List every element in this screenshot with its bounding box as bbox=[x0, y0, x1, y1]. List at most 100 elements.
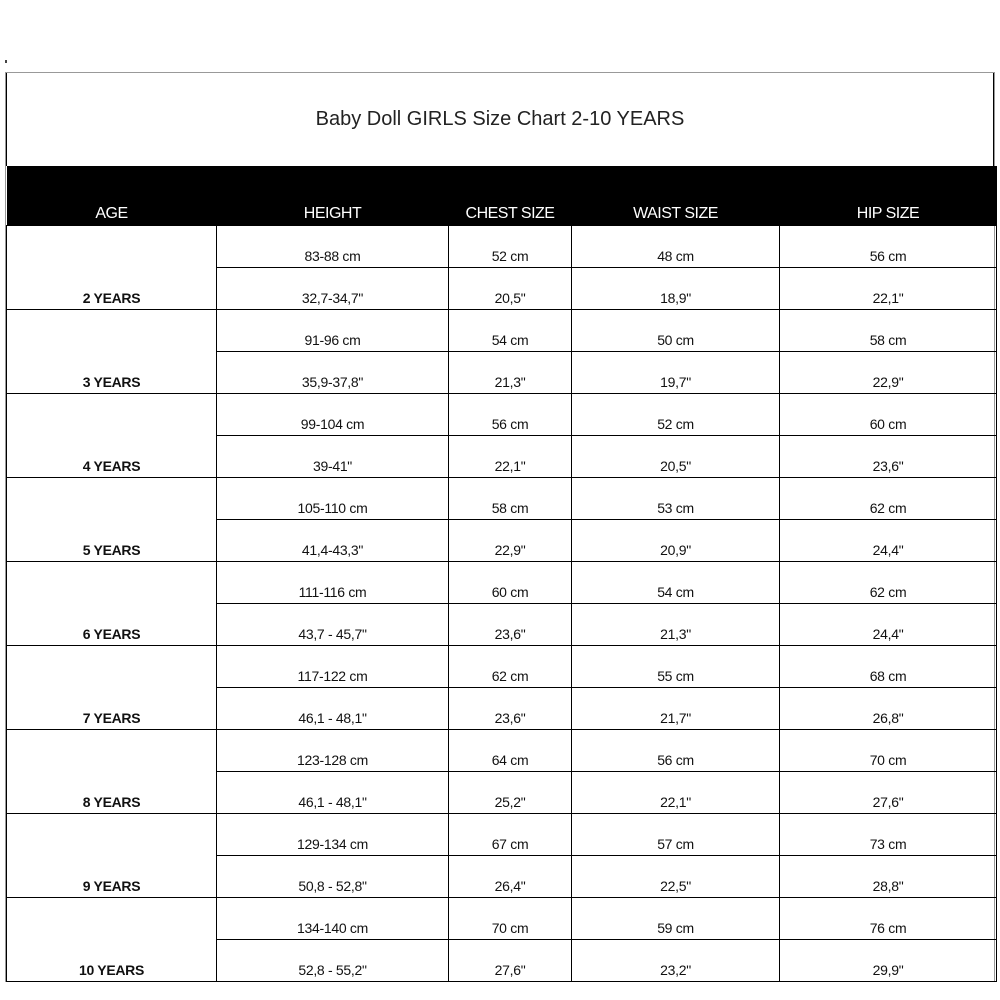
age-cell: 8 YEARS bbox=[6, 729, 217, 814]
hip-size-cm-cell: 70 cm bbox=[779, 729, 997, 772]
chest-size-inch-cell: 23,6" bbox=[448, 687, 572, 730]
height-cm-cell: 134-140 cm bbox=[216, 897, 449, 940]
waist-size-cm-cell: 50 cm bbox=[571, 309, 780, 352]
chest-size-inch-cell: 26,4" bbox=[448, 855, 572, 898]
waist-size-cm-cell: 48 cm bbox=[571, 225, 780, 268]
table-row-cm: 4 YEARS 99-104 cm 56 cm 52 cm 60 cm bbox=[6, 393, 997, 478]
height-cm-cell: 111-116 cm bbox=[216, 561, 449, 604]
table-row-inches: 46,1 - 48,1" 23,6" 21,7" 26,8" bbox=[7, 687, 997, 730]
header-chest-size: CHEST SIZE bbox=[448, 166, 572, 226]
chest-size-inch-cell: 27,6" bbox=[448, 939, 572, 982]
waist-size-cm-cell: 59 cm bbox=[571, 897, 780, 940]
table-row-inches: 50,8 - 52,8" 26,4" 22,5" 28,8" bbox=[7, 855, 997, 898]
age-cell: 10 YEARS bbox=[6, 897, 217, 982]
waist-size-cm-cell: 52 cm bbox=[571, 393, 780, 436]
height-cm-cell: 83-88 cm bbox=[216, 225, 449, 268]
age-cell: 7 YEARS bbox=[6, 645, 217, 730]
hip-size-inch-cell: 22,9" bbox=[779, 351, 997, 394]
hip-size-cm-cell: 56 cm bbox=[779, 225, 997, 268]
header-waist-size: WAIST SIZE bbox=[571, 166, 780, 226]
chest-size-cm-cell: 58 cm bbox=[448, 477, 572, 520]
hip-size-cm-cell: 58 cm bbox=[779, 309, 997, 352]
hip-size-inch-cell: 26,8" bbox=[779, 687, 997, 730]
chest-size-inch-cell: 22,1" bbox=[448, 435, 572, 478]
age-cell: 3 YEARS bbox=[6, 309, 217, 394]
age-cell: 9 YEARS bbox=[6, 813, 217, 898]
height-inch-cell: 32,7-34,7" bbox=[216, 267, 449, 310]
waist-size-inch-cell: 21,7" bbox=[571, 687, 780, 730]
hip-size-cm-cell: 68 cm bbox=[779, 645, 997, 688]
header-hip-size: HIP SIZE bbox=[779, 166, 997, 226]
table-row-cm: 7 YEARS 117-122 cm 62 cm 55 cm 68 cm bbox=[6, 645, 997, 730]
waist-size-inch-cell: 22,5" bbox=[571, 855, 780, 898]
hip-size-inch-cell: 27,6" bbox=[779, 771, 997, 814]
height-inch-cell: 43,7 - 45,7" bbox=[216, 603, 449, 646]
table-row-inches: 32,7-34,7" 20,5" 18,9" 22,1" bbox=[7, 267, 997, 310]
table-row-inches: 43,7 - 45,7" 23,6" 21,3" 24,4" bbox=[7, 603, 997, 646]
header-height: HEIGHT bbox=[216, 166, 449, 226]
hip-size-inch-cell: 24,4" bbox=[779, 519, 997, 562]
hip-size-inch-cell: 24,4" bbox=[779, 603, 997, 646]
height-inch-cell: 46,1 - 48,1" bbox=[216, 771, 449, 814]
chest-size-cm-cell: 56 cm bbox=[448, 393, 572, 436]
age-cell: 2 YEARS bbox=[6, 225, 217, 310]
chest-size-inch-cell: 20,5" bbox=[448, 267, 572, 310]
height-inch-cell: 41,4-43,3" bbox=[216, 519, 449, 562]
table-row-cm: 3 YEARS 91-96 cm 54 cm 50 cm 58 cm bbox=[6, 309, 997, 394]
hip-size-cm-cell: 62 cm bbox=[779, 477, 997, 520]
waist-size-inch-cell: 21,3" bbox=[571, 603, 780, 646]
table-row-inches: 39-41" 22,1" 20,5" 23,6" bbox=[7, 435, 997, 478]
table-row-cm: 10 YEARS 134-140 cm 70 cm 59 cm 76 cm bbox=[6, 897, 997, 982]
hip-size-inch-cell: 29,9" bbox=[779, 939, 997, 982]
hip-size-cm-cell: 76 cm bbox=[779, 897, 997, 940]
waist-size-cm-cell: 56 cm bbox=[571, 729, 780, 772]
height-inch-cell: 46,1 - 48,1" bbox=[216, 687, 449, 730]
stray-mark bbox=[5, 60, 7, 63]
height-cm-cell: 123-128 cm bbox=[216, 729, 449, 772]
chest-size-cm-cell: 62 cm bbox=[448, 645, 572, 688]
chest-size-inch-cell: 21,3" bbox=[448, 351, 572, 394]
chest-size-inch-cell: 22,9" bbox=[448, 519, 572, 562]
height-cm-cell: 117-122 cm bbox=[216, 645, 449, 688]
waist-size-cm-cell: 53 cm bbox=[571, 477, 780, 520]
hip-size-cm-cell: 62 cm bbox=[779, 561, 997, 604]
table-row-cm: 2 YEARS 83-88 cm 52 cm 48 cm 56 cm bbox=[6, 225, 997, 310]
chart-title: Baby Doll GIRLS Size Chart 2-10 YEARS bbox=[6, 73, 994, 166]
waist-size-inch-cell: 20,9" bbox=[571, 519, 780, 562]
height-cm-cell: 99-104 cm bbox=[216, 393, 449, 436]
height-cm-cell: 105-110 cm bbox=[216, 477, 449, 520]
hip-size-inch-cell: 28,8" bbox=[779, 855, 997, 898]
height-inch-cell: 39-41" bbox=[216, 435, 449, 478]
height-inch-cell: 52,8 - 55,2" bbox=[216, 939, 449, 982]
waist-size-cm-cell: 57 cm bbox=[571, 813, 780, 856]
hip-size-cm-cell: 60 cm bbox=[779, 393, 997, 436]
height-inch-cell: 50,8 - 52,8" bbox=[216, 855, 449, 898]
waist-size-inch-cell: 22,1" bbox=[571, 771, 780, 814]
size-table: AGE HEIGHT CHEST SIZE WAIST SIZE HIP SIZE 2 … bbox=[6, 166, 997, 982]
chest-size-cm-cell: 54 cm bbox=[448, 309, 572, 352]
waist-size-cm-cell: 54 cm bbox=[571, 561, 780, 604]
height-cm-cell: 129-134 cm bbox=[216, 813, 449, 856]
chest-size-inch-cell: 23,6" bbox=[448, 603, 572, 646]
chest-size-cm-cell: 60 cm bbox=[448, 561, 572, 604]
chest-size-cm-cell: 70 cm bbox=[448, 897, 572, 940]
table-row-cm: 8 YEARS 123-128 cm 64 cm 56 cm 70 cm bbox=[6, 729, 997, 814]
waist-size-inch-cell: 20,5" bbox=[571, 435, 780, 478]
size-chart: Baby Doll GIRLS Size Chart 2-10 YEARS AG… bbox=[5, 72, 997, 982]
table-row-inches: 41,4-43,3" 22,9" 20,9" 24,4" bbox=[7, 519, 997, 562]
age-cell: 5 YEARS bbox=[6, 477, 217, 562]
table-row-cm: 6 YEARS 111-116 cm 60 cm 54 cm 62 cm bbox=[6, 561, 997, 646]
chest-size-inch-cell: 25,2" bbox=[448, 771, 572, 814]
age-cell: 4 YEARS bbox=[6, 393, 217, 478]
header-row: AGE HEIGHT CHEST SIZE WAIST SIZE HIP SIZE bbox=[6, 166, 997, 226]
waist-size-inch-cell: 19,7" bbox=[571, 351, 780, 394]
waist-size-inch-cell: 23,2" bbox=[571, 939, 780, 982]
chest-size-cm-cell: 67 cm bbox=[448, 813, 572, 856]
waist-size-inch-cell: 18,9" bbox=[571, 267, 780, 310]
chest-size-cm-cell: 52 cm bbox=[448, 225, 572, 268]
table-row-inches: 46,1 - 48,1" 25,2" 22,1" 27,6" bbox=[7, 771, 997, 814]
hip-size-inch-cell: 23,6" bbox=[779, 435, 997, 478]
chest-size-cm-cell: 64 cm bbox=[448, 729, 572, 772]
hip-size-cm-cell: 73 cm bbox=[779, 813, 997, 856]
table-row-cm: 5 YEARS 105-110 cm 58 cm 53 cm 62 cm bbox=[6, 477, 997, 562]
